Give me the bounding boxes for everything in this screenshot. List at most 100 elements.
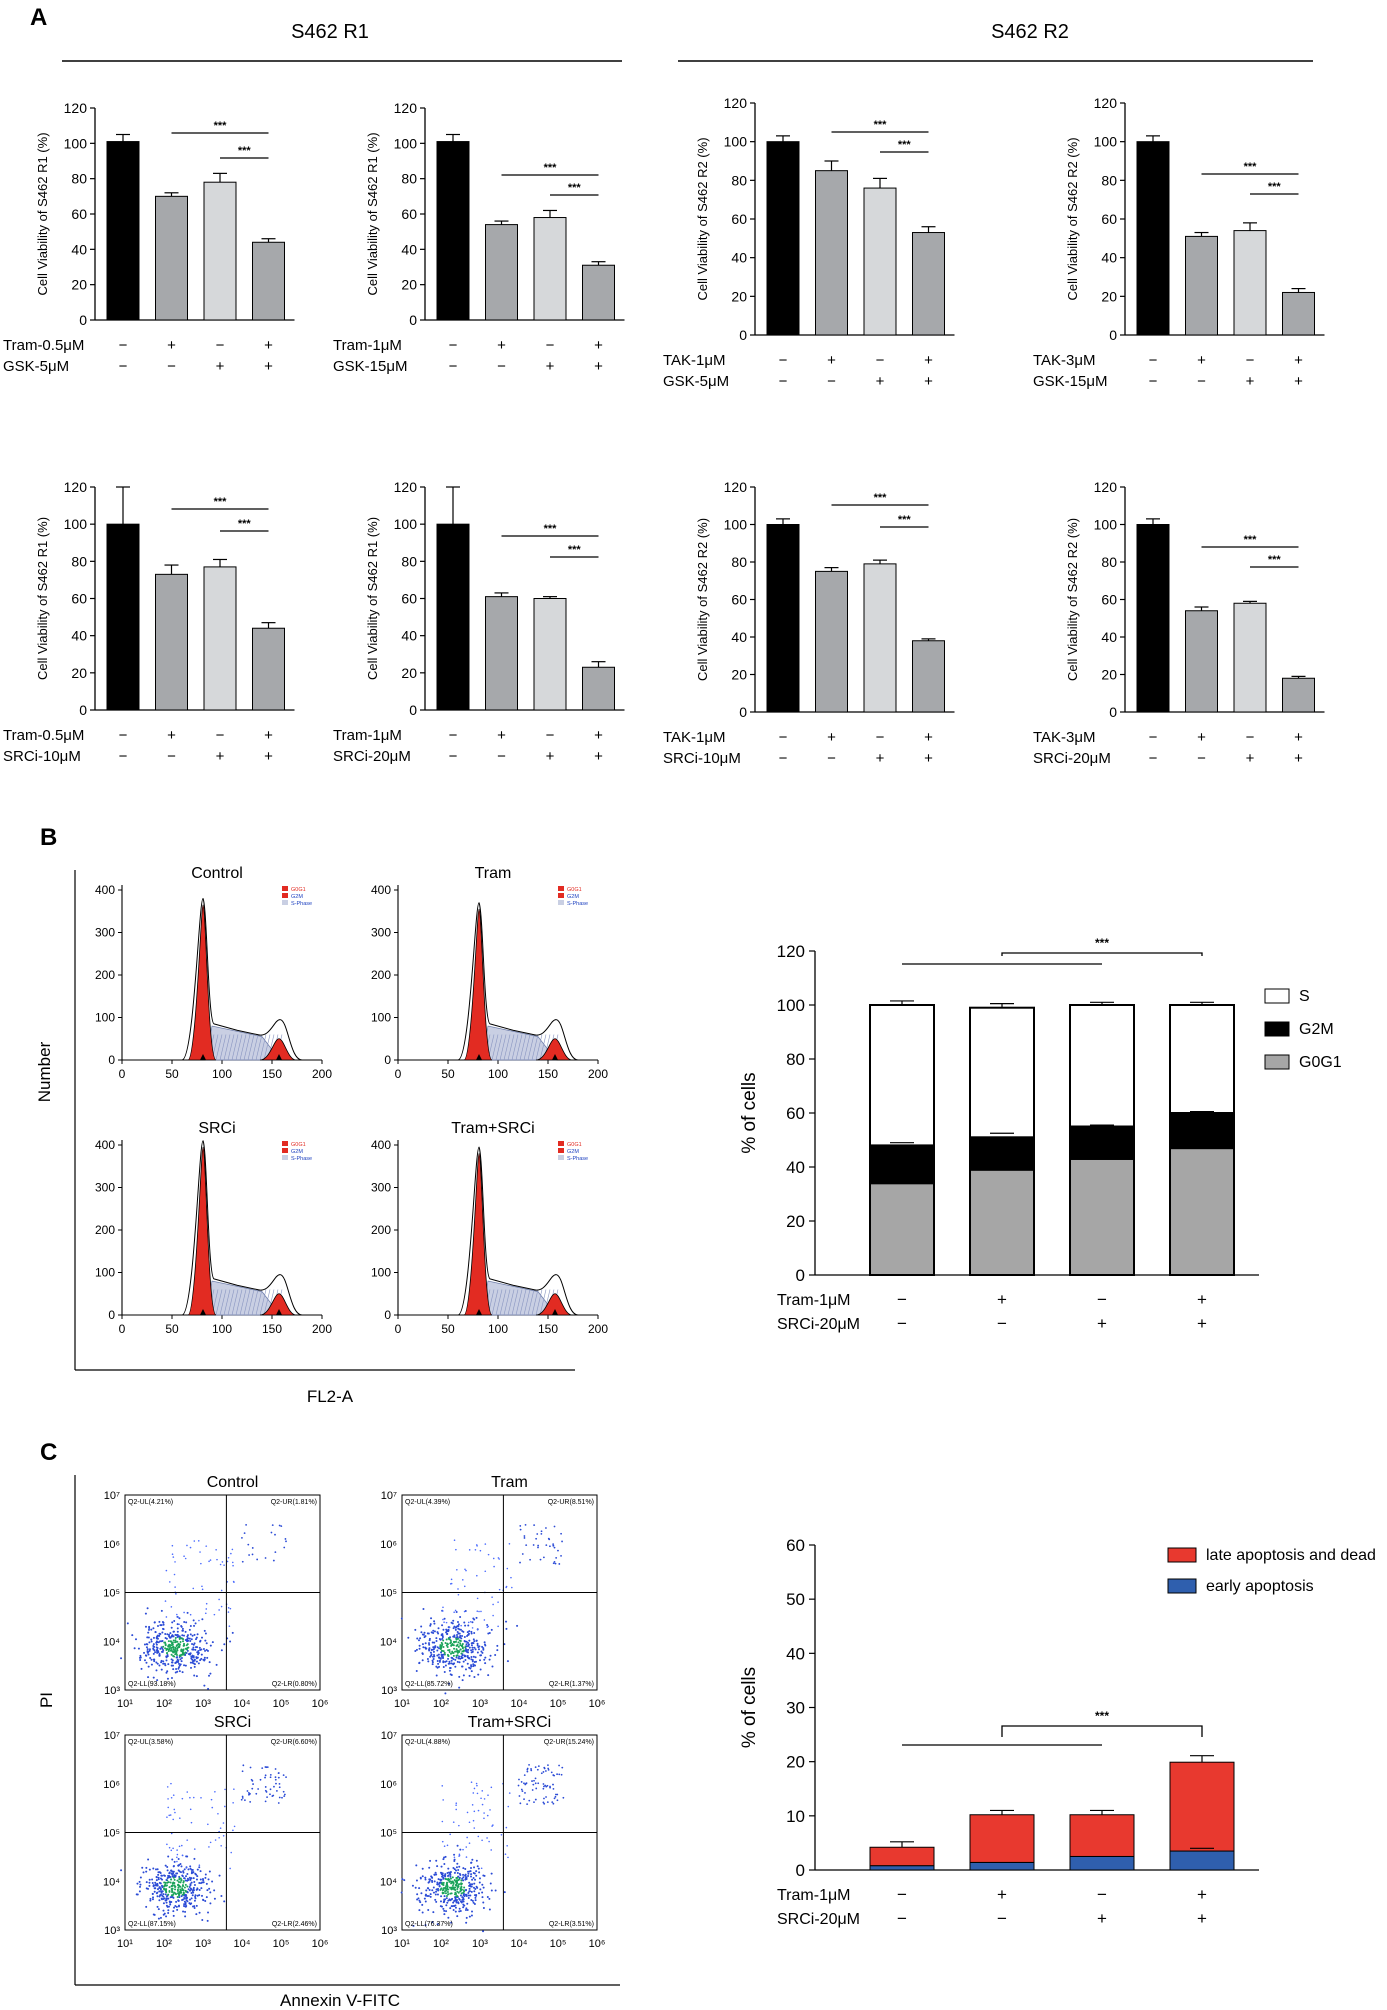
event-dot bbox=[462, 1874, 464, 1876]
event-dot bbox=[458, 1883, 460, 1885]
event-dot bbox=[496, 1649, 498, 1651]
event-dot bbox=[210, 1842, 212, 1844]
event-dot bbox=[468, 1897, 470, 1899]
event-dot bbox=[167, 1786, 169, 1788]
event-dot bbox=[444, 1845, 446, 1847]
event-dot bbox=[460, 1640, 462, 1642]
event-dot bbox=[188, 1902, 190, 1904]
condition-sign: + bbox=[924, 352, 933, 369]
event-dot bbox=[438, 1666, 440, 1668]
condition-sign: − bbox=[1097, 1290, 1107, 1309]
y-tick-label: 40 bbox=[786, 1644, 805, 1663]
event-dot bbox=[168, 1815, 170, 1817]
event-dot bbox=[279, 1783, 281, 1785]
event-dot bbox=[182, 1640, 184, 1642]
event-dot bbox=[176, 1856, 178, 1858]
event-dot bbox=[185, 1884, 187, 1886]
condition-sign: + bbox=[1197, 1314, 1207, 1333]
event-dot bbox=[185, 1631, 187, 1633]
y-tick-label: 80 bbox=[71, 171, 87, 187]
event-dot bbox=[186, 1640, 188, 1642]
event-dot bbox=[482, 1902, 484, 1904]
event-dot bbox=[451, 1657, 453, 1659]
panel-label-b: B bbox=[40, 824, 57, 851]
event-dot bbox=[193, 1858, 195, 1860]
legend-label: G0G1 bbox=[291, 887, 306, 893]
event-dot bbox=[194, 1666, 196, 1668]
event-dot bbox=[174, 1648, 176, 1650]
event-dot bbox=[165, 1865, 167, 1867]
event-dot bbox=[471, 1644, 473, 1646]
event-dot bbox=[151, 1659, 153, 1661]
event-dot bbox=[489, 1659, 491, 1661]
event-dot bbox=[443, 1901, 445, 1903]
event-dot bbox=[555, 1794, 557, 1796]
event-dot bbox=[204, 1657, 206, 1659]
event-dot bbox=[213, 1889, 215, 1891]
legend-swatch bbox=[1265, 1022, 1289, 1036]
event-dot bbox=[218, 1837, 220, 1839]
y-tick-label: 120 bbox=[777, 942, 805, 961]
condition-sign: + bbox=[876, 750, 885, 767]
event-dot bbox=[164, 1647, 166, 1649]
y-tick-label: 10⁷ bbox=[104, 1730, 120, 1742]
significance-label: *** bbox=[874, 119, 888, 131]
legend-label: G0G1 bbox=[291, 1142, 306, 1148]
y-tick-label: 10⁴ bbox=[103, 1636, 120, 1648]
event-dot bbox=[221, 1649, 223, 1651]
event-dot bbox=[278, 1802, 280, 1804]
event-dot bbox=[543, 1783, 545, 1785]
event-dot bbox=[171, 1646, 173, 1648]
event-dot bbox=[430, 1617, 432, 1619]
event-dot bbox=[174, 1574, 176, 1576]
event-dot bbox=[420, 1631, 422, 1633]
event-dot bbox=[176, 1880, 178, 1882]
event-dot bbox=[200, 1797, 202, 1799]
event-dot bbox=[201, 1618, 203, 1620]
event-dot bbox=[445, 1665, 447, 1667]
event-dot bbox=[454, 1879, 456, 1881]
event-dot bbox=[157, 1895, 159, 1897]
condition-sign: − bbox=[1149, 729, 1158, 746]
quadrant-label-ll: Q2-LL(87.15%) bbox=[128, 1921, 176, 1928]
event-dot bbox=[467, 1625, 469, 1627]
bar bbox=[583, 265, 615, 320]
event-dot bbox=[157, 1906, 159, 1908]
event-dot bbox=[208, 1675, 210, 1677]
condition-sign: − bbox=[449, 337, 458, 354]
event-dot bbox=[429, 1639, 431, 1641]
event-dot bbox=[457, 1869, 459, 1871]
event-dot bbox=[196, 1905, 198, 1907]
bar bbox=[204, 182, 236, 320]
event-dot bbox=[177, 1627, 179, 1629]
event-dot bbox=[170, 1814, 172, 1816]
x-tick-label: 10⁴ bbox=[234, 1938, 251, 1950]
legend-label: G0G1 bbox=[567, 1142, 582, 1148]
event-dot bbox=[183, 1555, 185, 1557]
event-dot bbox=[473, 1640, 475, 1642]
event-dot bbox=[462, 1876, 464, 1878]
event-dot bbox=[553, 1775, 555, 1777]
event-dot bbox=[533, 1801, 535, 1803]
y-tick-label: 60 bbox=[786, 1536, 805, 1555]
event-dot bbox=[148, 1666, 150, 1668]
event-dot bbox=[446, 1643, 448, 1645]
event-dot bbox=[271, 1532, 273, 1534]
event-dot bbox=[562, 1797, 564, 1799]
event-dot bbox=[151, 1878, 153, 1880]
event-dot bbox=[166, 1616, 168, 1618]
event-dot bbox=[248, 1554, 250, 1556]
event-dot bbox=[186, 1899, 188, 1901]
event-dot bbox=[182, 1798, 184, 1800]
event-dot bbox=[471, 1915, 473, 1917]
event-dot bbox=[543, 1798, 545, 1800]
quadrant-label-ll: Q2-LL(85.72%) bbox=[405, 1681, 453, 1688]
event-dot bbox=[458, 1628, 460, 1630]
event-dot bbox=[139, 1881, 141, 1883]
event-dot bbox=[186, 1867, 188, 1869]
condition-label: TAK-1μM bbox=[663, 352, 726, 369]
event-dot bbox=[174, 1639, 176, 1641]
event-dot bbox=[465, 1909, 467, 1911]
event-dot bbox=[430, 1652, 432, 1654]
event-dot bbox=[173, 1639, 175, 1641]
